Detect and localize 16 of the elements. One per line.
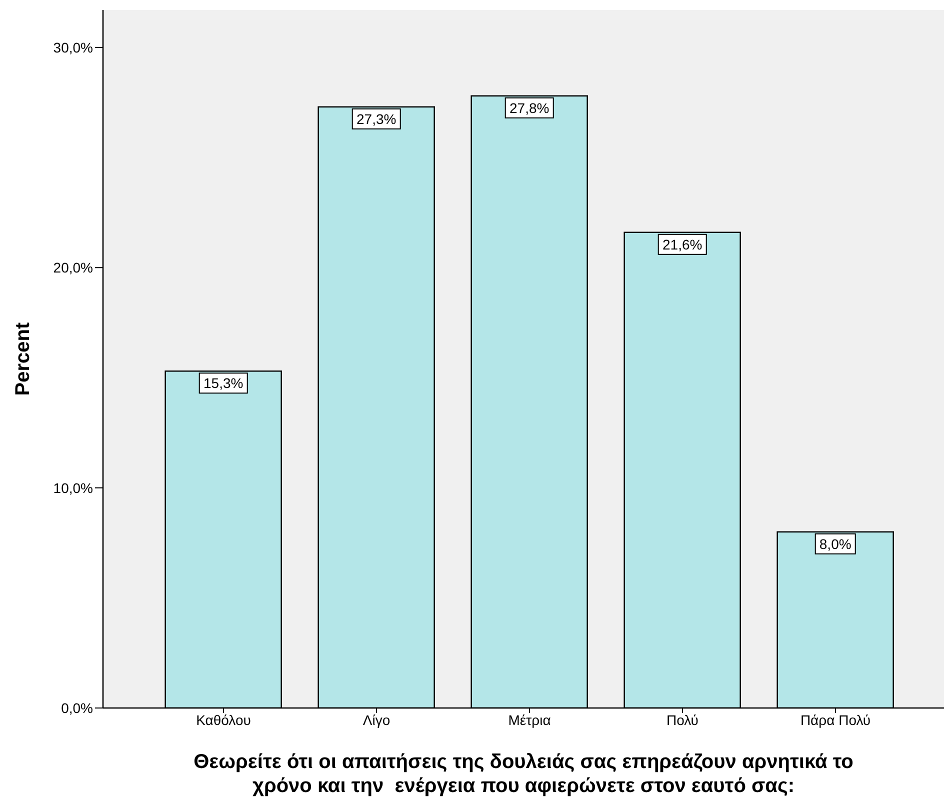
- x-tick-label: Μέτρια: [508, 712, 551, 728]
- data-label: 15,3%: [204, 375, 244, 392]
- data-label: 8,0%: [819, 536, 852, 552]
- data-label: 27,8%: [510, 100, 550, 116]
- y-tick-label: 0,0%: [61, 700, 93, 716]
- x-tick-label: Πολύ: [666, 712, 698, 728]
- y-tick-label: 20,0%: [53, 260, 93, 276]
- y-axis-title: Percent: [12, 322, 34, 396]
- x-axis-title: Θεωρείτε ότι οι απαιτήσεις της δουλειάς σας επηρεάζουν αρνητικά το χρόνο και την ενέργεια που αφιερώνετε στον εαυτό σας:: [192, 750, 854, 798]
- y-tick-label: 30,0%: [53, 39, 93, 56]
- y-tick-label: 10,0%: [53, 480, 93, 496]
- data-label: 27,3%: [356, 110, 396, 127]
- x-tick-label: Καθόλου: [196, 712, 251, 728]
- data-label: 21,6%: [662, 236, 702, 252]
- x-tick-label: Πάρα Πολύ: [800, 712, 871, 728]
- x-tick-label: Λίγο: [362, 712, 390, 728]
